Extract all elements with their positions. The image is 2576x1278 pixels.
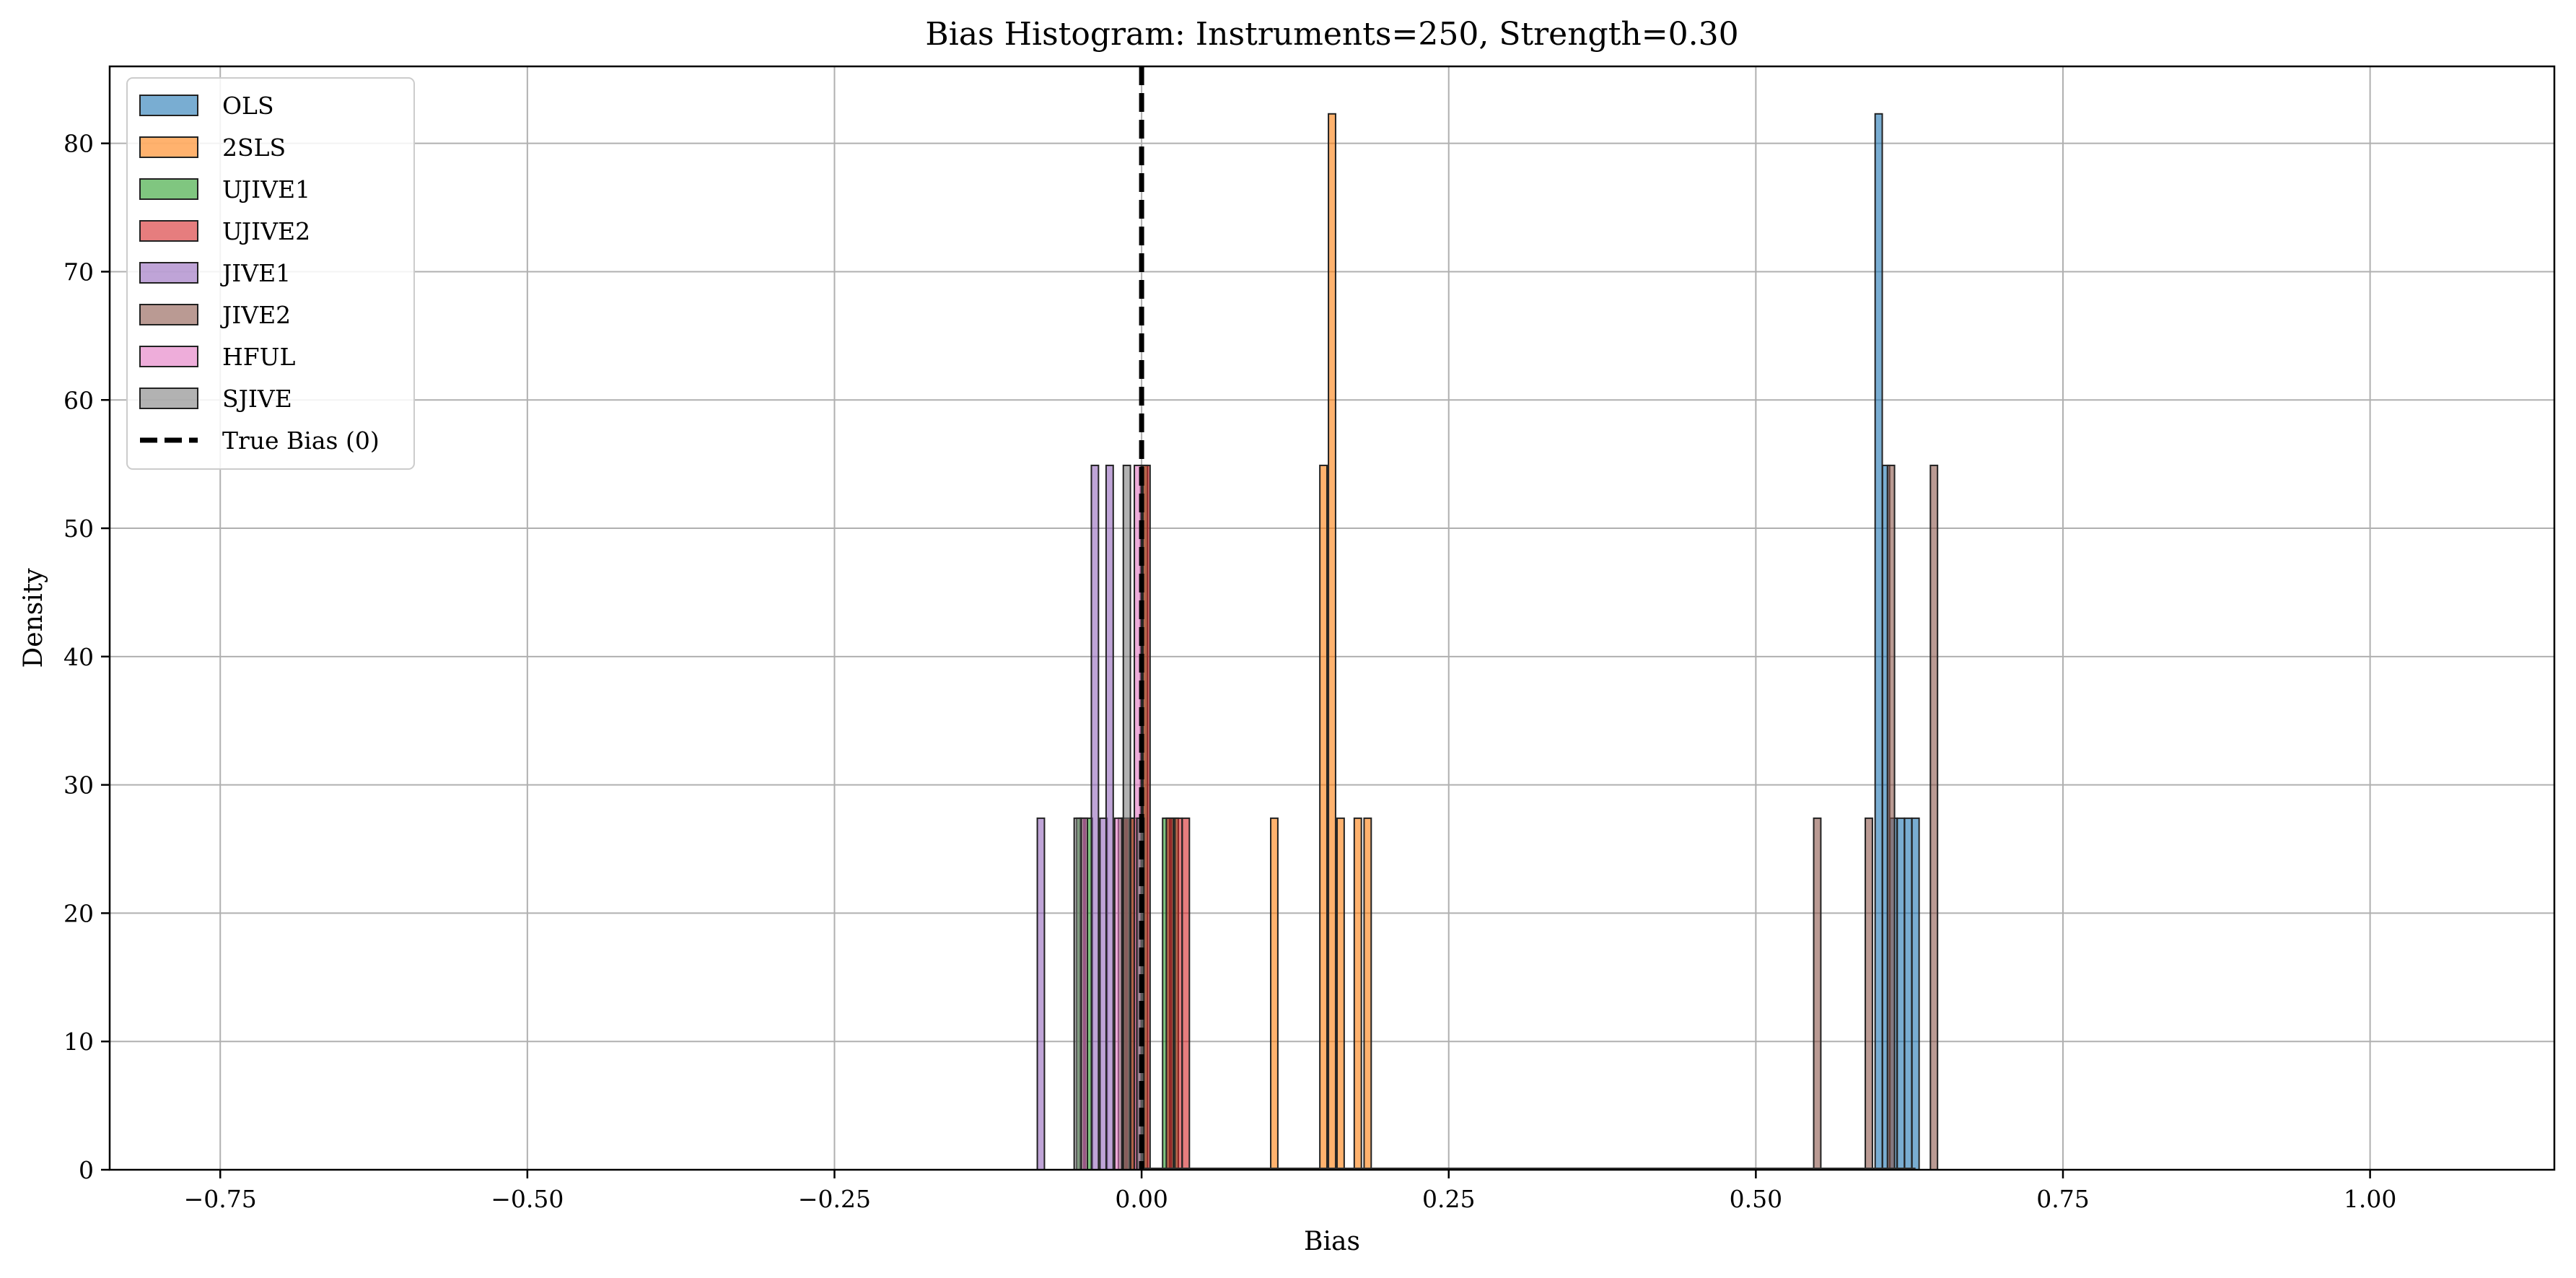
legend-label: UJIVE1	[222, 175, 310, 203]
axis-ticks: −0.75 −0.50 −0.25 0.00 0.25 0.50 0.75 1.00 0 10 20…	[63, 130, 2396, 1213]
bar-sjive	[1073, 817, 1082, 1171]
y-axis-label: Density	[19, 568, 48, 668]
y-tick-label: 60	[63, 386, 94, 414]
bar-ujive2	[1174, 817, 1183, 1171]
y-tick-label: 80	[63, 130, 94, 158]
y-tick-label: 10	[63, 1028, 94, 1056]
plot-frame	[108, 65, 2556, 1171]
legend-frame	[126, 77, 415, 470]
legend-swatch	[139, 136, 198, 158]
legend-label: 2SLS	[222, 134, 286, 162]
bar-sjive	[1122, 464, 1131, 1170]
x-tick-label: −0.50	[491, 1185, 564, 1213]
y-tick-label: 40	[63, 643, 94, 671]
x-tick-label: 0.75	[2036, 1185, 2089, 1213]
bar-jive1	[1036, 817, 1046, 1171]
bar-jive2	[1813, 817, 1822, 1171]
y-tick-label: 70	[63, 258, 94, 286]
legend-swatch	[139, 95, 198, 116]
legend-label: True Bias (0)	[222, 426, 380, 455]
x-tick-label: 0.25	[1422, 1185, 1475, 1213]
legend-swatch	[139, 220, 198, 242]
bar-ols	[1874, 113, 1883, 1170]
bar-jive1	[1105, 464, 1114, 1170]
bar-2sls	[1363, 817, 1372, 1171]
bar-ols	[1896, 817, 1906, 1171]
bar-2sls	[1328, 113, 1336, 1170]
legend-swatch	[139, 388, 198, 409]
y-tick-label: 0	[79, 1156, 94, 1184]
legend-swatch	[139, 346, 198, 367]
bar-ujive2	[1165, 817, 1175, 1171]
bar-2sls	[1319, 464, 1328, 1170]
bar-jive2	[1929, 464, 1939, 1170]
legend-swatch	[139, 178, 198, 200]
legend-label: SJIVE	[222, 385, 292, 413]
y-tick-label: 20	[63, 899, 94, 927]
x-tick-label: 1.00	[2344, 1185, 2396, 1213]
legend-swatch	[139, 304, 198, 325]
legend-swatch	[139, 262, 198, 284]
bar-2sls	[1336, 817, 1345, 1171]
bar-hful	[1113, 817, 1123, 1171]
legend-label: UJIVE2	[222, 217, 310, 245]
bar-ujive2	[1181, 817, 1191, 1171]
bar-2sls	[1353, 817, 1362, 1171]
histogram-bars	[1036, 113, 1939, 1171]
bar-jive2	[1865, 817, 1873, 1171]
bar-jive2	[1886, 464, 1896, 1170]
bar-2sls	[1270, 817, 1279, 1171]
y-tick-label: 50	[63, 515, 94, 543]
x-tick-label: 0.00	[1115, 1185, 1167, 1213]
bar-jive1	[1090, 464, 1100, 1170]
legend-label: JIVE2	[220, 301, 291, 329]
y-tick-label: 30	[63, 771, 94, 800]
chart-legend: OLS 2SLS UJIVE1 UJIVE2 JIVE1 JIVE2 HFUL SJIVE Tr…	[126, 77, 415, 470]
x-axis-label: Bias	[1304, 1227, 1360, 1256]
x-tick-label: 0.50	[1730, 1185, 1782, 1213]
x-tick-label: −0.75	[184, 1185, 257, 1213]
bar-ols	[1903, 817, 1913, 1171]
bar-ols	[1911, 817, 1920, 1171]
x-tick-label: −0.25	[798, 1185, 871, 1213]
chart-title: Bias Histogram: Instruments=250, Strengt…	[925, 16, 1738, 53]
legend-label: OLS	[222, 92, 274, 120]
legend-label: JIVE1	[220, 259, 291, 287]
legend-label: HFUL	[222, 343, 295, 371]
